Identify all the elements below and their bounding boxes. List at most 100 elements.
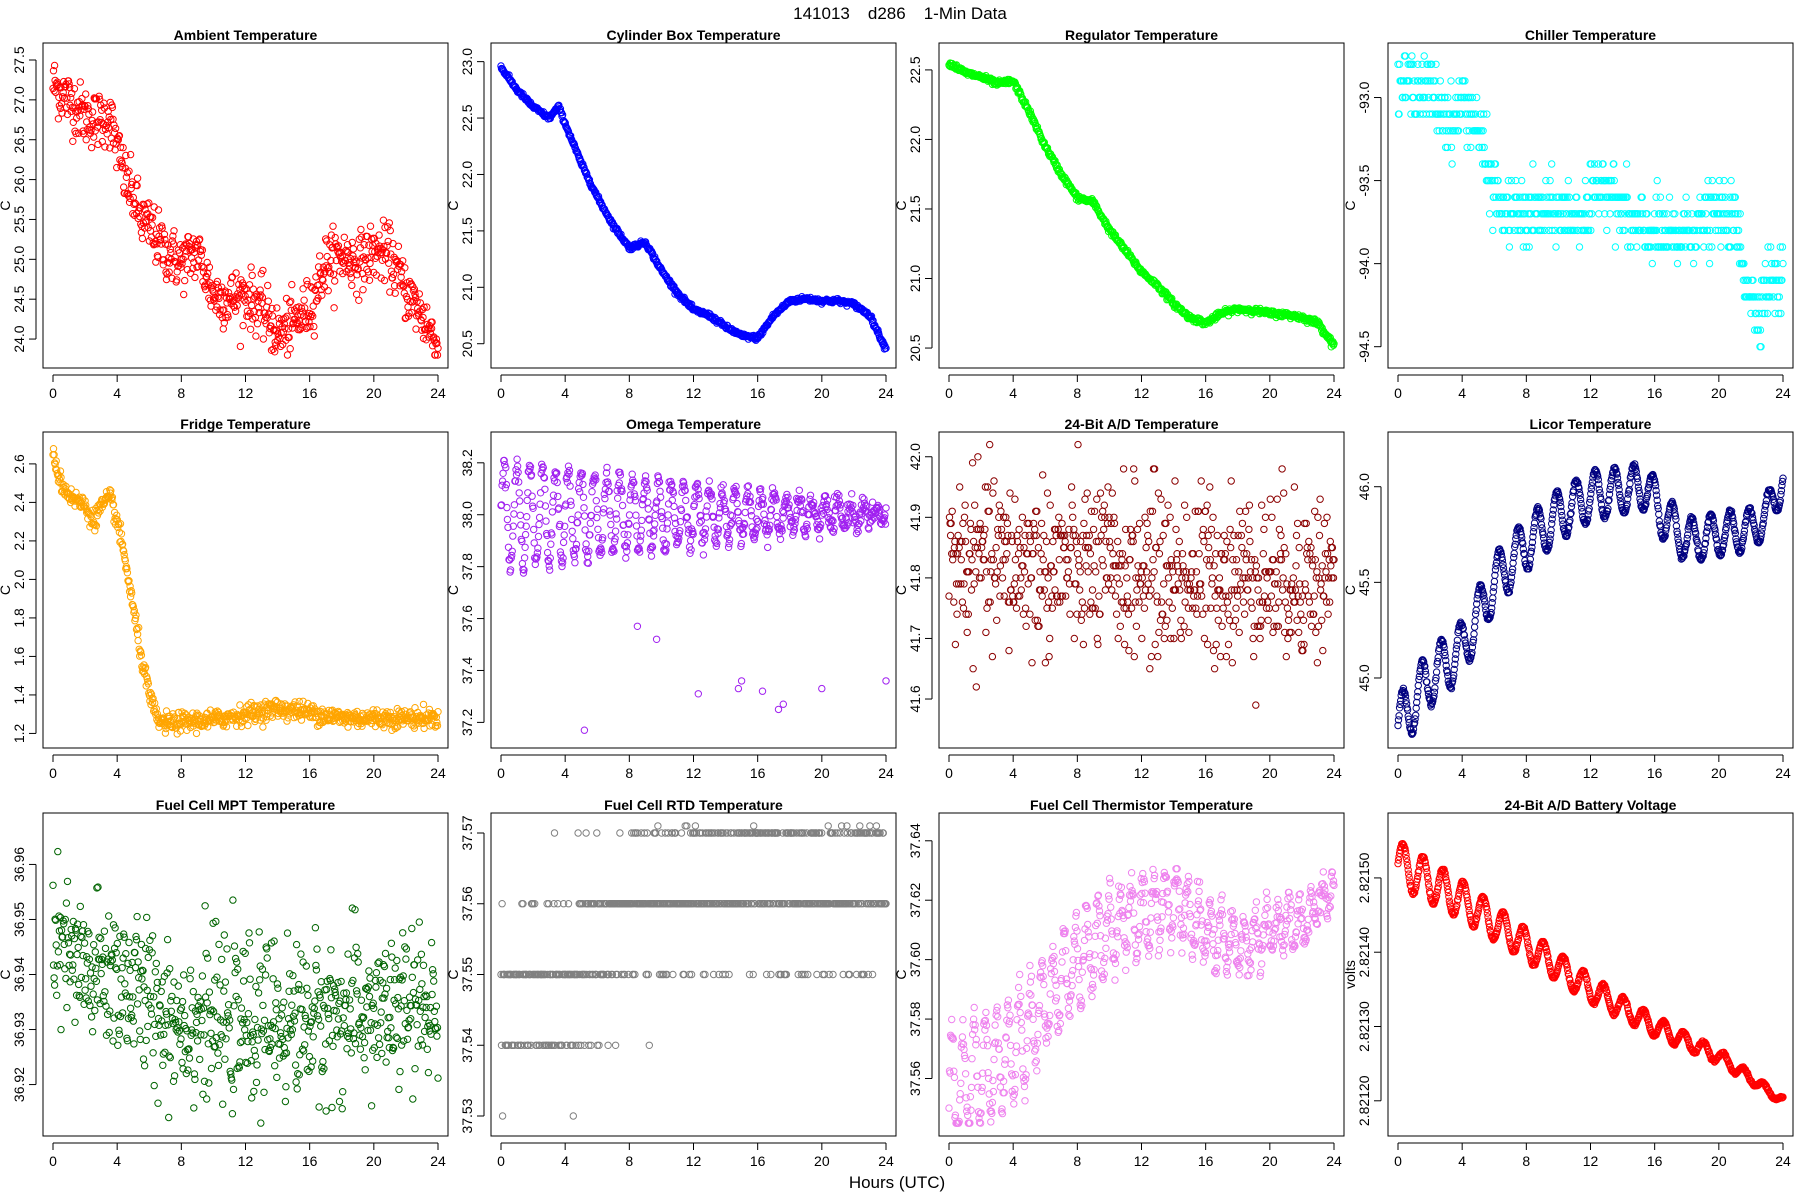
y-axis-label: C — [0, 200, 13, 210]
data-point — [956, 483, 964, 491]
data-point — [534, 544, 542, 552]
data-point — [957, 556, 965, 564]
data-point — [1105, 537, 1114, 546]
data-point — [1045, 652, 1053, 661]
data-point — [286, 345, 294, 353]
data-point — [171, 253, 179, 261]
data-point — [702, 513, 711, 521]
data-points — [497, 62, 890, 353]
data-point — [996, 562, 1005, 570]
data-point — [1074, 562, 1083, 570]
data-point — [53, 82, 61, 90]
data-point — [1154, 489, 1163, 497]
data-point — [248, 271, 256, 280]
data-point — [764, 543, 772, 552]
data-point — [948, 507, 956, 515]
data-point — [122, 151, 130, 160]
data-point — [1123, 592, 1132, 600]
data-point — [419, 700, 428, 709]
data-point — [961, 501, 969, 509]
data-point — [1022, 622, 1030, 630]
data-point — [55, 93, 63, 102]
y-axis-label: C — [445, 200, 461, 210]
data-point — [524, 489, 532, 497]
data-point — [1118, 556, 1126, 564]
data-point — [1141, 513, 1149, 521]
data-point — [972, 683, 980, 691]
data-point — [564, 462, 573, 470]
data-point — [950, 598, 958, 606]
data-point — [203, 273, 211, 282]
y-tick-label: 1.2 — [11, 723, 27, 743]
data-point — [1020, 568, 1029, 576]
data-point — [523, 513, 531, 521]
x-tick-label: 4 — [1009, 385, 1017, 401]
data-point — [1024, 580, 1032, 588]
data-point — [1042, 537, 1051, 546]
data-point — [644, 505, 652, 513]
data-point — [1689, 259, 1698, 268]
data-point — [1505, 243, 1514, 251]
data-point — [88, 108, 97, 116]
data-point — [521, 543, 529, 551]
data-point — [245, 290, 253, 298]
data-point — [508, 547, 516, 555]
data-point — [210, 297, 218, 305]
data-point — [1648, 259, 1657, 268]
outlier-point — [818, 684, 826, 693]
plot-frame — [1387, 42, 1794, 369]
data-point — [1119, 465, 1128, 473]
data-point — [554, 492, 562, 501]
data-point — [184, 233, 193, 241]
data-point — [283, 312, 291, 320]
y-tick-label: 25.0 — [11, 245, 27, 272]
data-point — [133, 174, 142, 182]
data-point — [114, 136, 123, 144]
data-point — [795, 486, 803, 494]
data-point — [1108, 586, 1116, 594]
data-point — [228, 273, 237, 281]
data-point — [371, 254, 380, 262]
data-point — [155, 224, 164, 232]
data-points — [497, 455, 890, 734]
data-point — [1155, 628, 1163, 637]
data-point — [1448, 160, 1456, 168]
data-point — [618, 501, 627, 510]
data-point — [624, 531, 632, 539]
data-point — [1077, 616, 1086, 624]
data-point — [1143, 519, 1151, 528]
data-point — [118, 164, 127, 172]
figure-title: 141013 d286 1-Min Data — [793, 4, 1007, 23]
data-point — [992, 543, 1000, 552]
data-point — [102, 121, 111, 130]
data-point — [179, 255, 187, 263]
y-tick-label: 22.0 — [459, 161, 475, 188]
y-axis-label: C — [893, 200, 909, 210]
data-point — [945, 513, 954, 521]
data-point — [77, 106, 85, 114]
data-point — [145, 199, 153, 207]
data-point — [220, 306, 228, 314]
data-point — [668, 496, 676, 504]
data-point — [191, 273, 199, 282]
data-point — [1180, 501, 1189, 509]
data-point — [1112, 610, 1121, 618]
data-point — [1529, 160, 1537, 168]
data-point — [1090, 562, 1098, 570]
data-point — [148, 221, 156, 229]
data-point — [1546, 176, 1554, 185]
data-point — [1420, 52, 1428, 60]
x-tick-label: 4 — [561, 765, 569, 781]
data-point — [1161, 622, 1170, 630]
data-point — [137, 228, 146, 237]
data-point — [340, 233, 348, 242]
data-point — [50, 61, 59, 70]
plot-frame — [490, 42, 897, 369]
data-point — [638, 516, 646, 525]
y-tick-label: 2.6 — [11, 454, 27, 474]
x-tick-label: 0 — [945, 385, 953, 401]
data-point — [1064, 568, 1073, 576]
plot-frame — [42, 431, 449, 749]
data-point — [1552, 243, 1560, 251]
